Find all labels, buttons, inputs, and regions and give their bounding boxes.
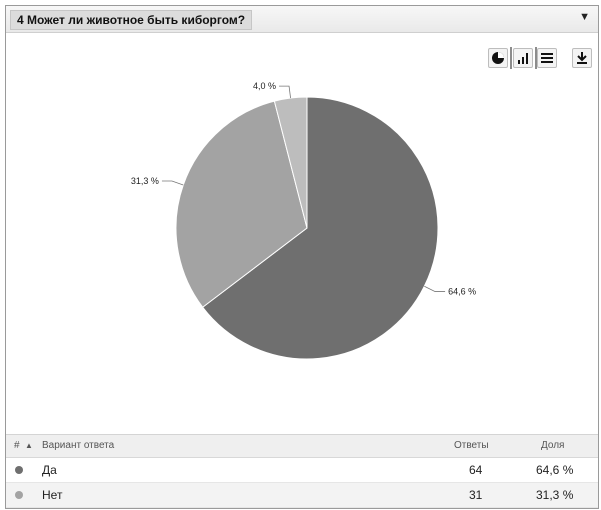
legend-dot — [15, 466, 23, 474]
sort-asc-icon[interactable]: ▲ — [25, 441, 33, 450]
bar-chart-icon[interactable] — [513, 48, 533, 68]
download-icon[interactable] — [572, 48, 592, 68]
pie-leader-line — [279, 85, 291, 99]
column-header-variant[interactable]: Вариант ответа — [42, 440, 115, 451]
row-answers: 64 — [469, 463, 483, 477]
row-share: 31,3 % — [536, 488, 574, 502]
toolbar-divider — [510, 47, 512, 69]
toolbar-divider — [535, 47, 537, 69]
pie-data-label: 64,6 % — [448, 287, 476, 297]
pie-leader-line — [424, 285, 446, 292]
answers-table: # ▲ Вариант ответа Ответы Доля Да 64 64,… — [6, 434, 598, 508]
column-header-number[interactable]: # — [14, 440, 20, 451]
pie-slice-net[interactable] — [175, 100, 308, 308]
caret-down-icon[interactable]: ▼ — [579, 11, 590, 23]
row-share: 64,6 % — [536, 463, 574, 477]
table-icon[interactable] — [537, 48, 557, 68]
table-row: Да 64 64,6 % — [6, 458, 598, 483]
column-header-share[interactable]: Доля — [541, 440, 565, 451]
panel-header: 4 Может ли животное быть киборгом? ▼ — [6, 6, 598, 33]
table-header: # ▲ Вариант ответа Ответы Доля — [6, 435, 598, 458]
question-panel: 4 Может ли животное быть киборгом? ▼ — [5, 5, 599, 509]
pie-leader-line — [161, 180, 184, 186]
pie-chart-icon[interactable] — [488, 48, 508, 68]
pie-data-label: 4,0 % — [253, 81, 276, 91]
row-variant: Да — [42, 463, 57, 477]
row-variant: Нет — [42, 488, 63, 502]
pie-data-label: 31,3 % — [131, 176, 159, 186]
pie-chart: 64,6 % 31,3 % 4,0 % — [131, 81, 476, 360]
question-title: 4 Может ли животное быть киборгом? — [10, 10, 253, 30]
legend-dot — [15, 491, 23, 499]
pie-slice-other[interactable] — [273, 96, 308, 229]
row-answers: 31 — [469, 488, 483, 502]
column-header-answers[interactable]: Ответы — [454, 440, 489, 451]
table-row: Нет 31 31,3 % — [6, 483, 598, 508]
